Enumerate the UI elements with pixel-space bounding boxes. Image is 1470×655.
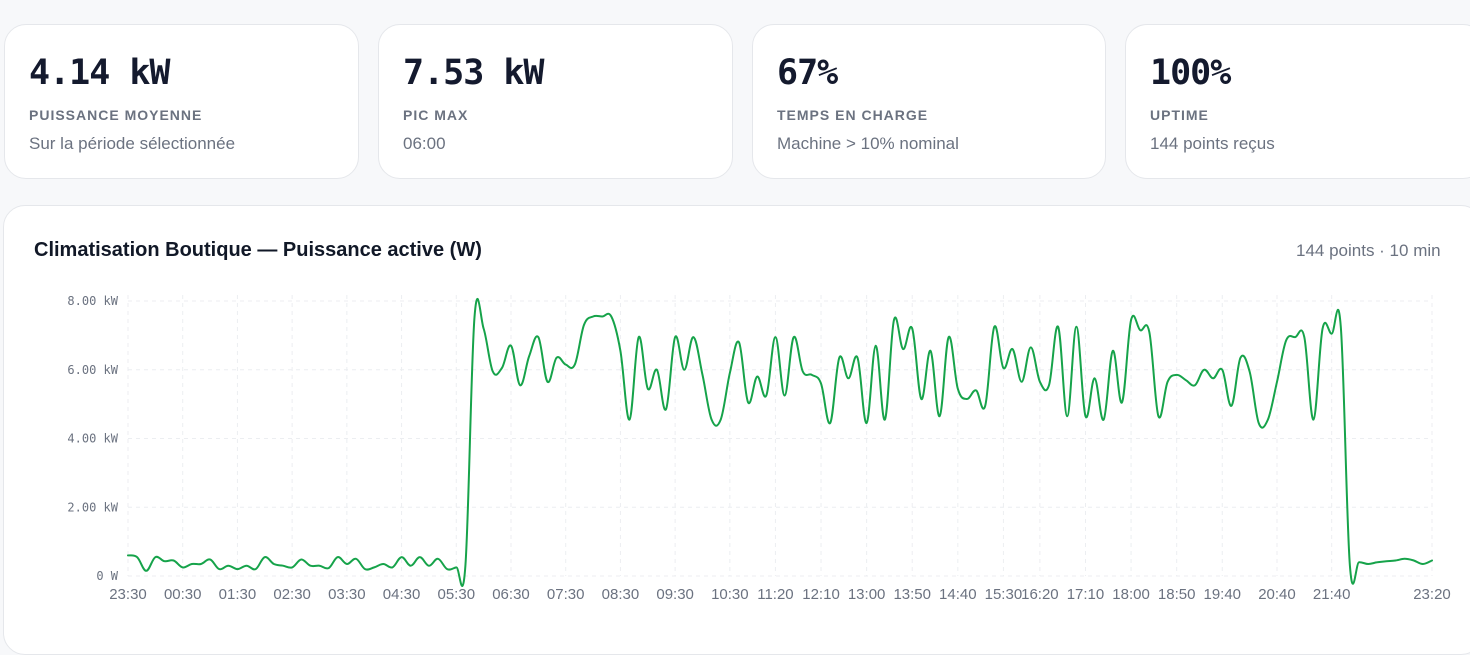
stat-subtext: 144 points reçus bbox=[1150, 134, 1275, 153]
x-tick-label: 16:20 bbox=[1021, 586, 1059, 603]
x-tick-label: 23:20 bbox=[1413, 586, 1451, 603]
stat-value: 4.14 kW bbox=[29, 53, 171, 93]
x-tick-label: 01:30 bbox=[219, 586, 257, 603]
x-tick-label: 06:30 bbox=[492, 586, 530, 603]
power-line-chart[interactable]: 0 W 2.00 kW 4.00 kW 6.00 kW 8.00 kW 23:30 00:3… bbox=[4, 206, 1470, 641]
x-tick-label: 09:30 bbox=[656, 586, 694, 603]
x-tick-label: 03:30 bbox=[328, 586, 366, 603]
stat-subtext: Sur la période sélectionnée bbox=[29, 134, 236, 153]
stat-value: 67% bbox=[777, 53, 838, 93]
x-tick-label: 08:30 bbox=[602, 586, 640, 603]
stat-card-load-time: 67% TEMPS EN CHARGE Machine > 10% nomina… bbox=[752, 24, 1106, 179]
stat-label: PUISSANCE MOYENNE bbox=[29, 107, 203, 123]
x-tick-label: 05:30 bbox=[438, 586, 476, 603]
x-tick-label: 07:30 bbox=[547, 586, 585, 603]
x-tick-label: 14:40 bbox=[939, 586, 977, 603]
x-tick-label: 18:00 bbox=[1112, 586, 1150, 603]
stat-label: PIC MAX bbox=[403, 107, 469, 123]
chart-panel: Climatisation Boutique — Puissance activ… bbox=[3, 205, 1470, 655]
x-tick-label: 23:30 bbox=[109, 586, 147, 603]
chart-meta: 144 points · 10 min bbox=[1296, 241, 1441, 260]
y-tick-label: 2.00 kW bbox=[67, 500, 118, 514]
y-tick-label: 0 W bbox=[96, 569, 118, 583]
x-tick-label: 21:40 bbox=[1313, 586, 1351, 603]
x-tick-label: 10:30 bbox=[711, 586, 749, 603]
stat-card-peak: 7.53 kW PIC MAX 06:00 bbox=[378, 24, 733, 179]
x-tick-label: 20:40 bbox=[1258, 586, 1296, 603]
stat-subtext: Machine > 10% nominal bbox=[777, 134, 959, 153]
x-tick-label: 18:50 bbox=[1158, 586, 1196, 603]
x-tick-label: 13:00 bbox=[848, 586, 886, 603]
x-tick-label: 17:10 bbox=[1067, 586, 1105, 603]
y-tick-label: 6.00 kW bbox=[67, 363, 118, 377]
x-tick-label: 12:10 bbox=[802, 586, 840, 603]
stat-label: TEMPS EN CHARGE bbox=[777, 107, 929, 123]
x-tick-label: 13:50 bbox=[893, 586, 931, 603]
y-tick-label: 4.00 kW bbox=[67, 432, 118, 446]
x-tick-label: 00:30 bbox=[164, 586, 202, 603]
stat-card-avg-power: 4.14 kW PUISSANCE MOYENNE Sur la période… bbox=[4, 24, 359, 179]
power-series-line bbox=[127, 297, 1433, 587]
stat-value: 7.53 kW bbox=[403, 53, 545, 93]
y-tick-label: 8.00 kW bbox=[67, 294, 118, 308]
x-tick-label: 04:30 bbox=[383, 586, 421, 603]
stat-card-uptime: 100% UPTIME 144 points reçus bbox=[1125, 24, 1470, 179]
x-tick-label: 02:30 bbox=[273, 586, 311, 603]
stat-subtext: 06:00 bbox=[403, 134, 446, 153]
x-tick-label: 11:20 bbox=[757, 586, 793, 603]
x-tick-label: 15:30 bbox=[985, 586, 1023, 603]
stat-label: UPTIME bbox=[1150, 107, 1209, 123]
chart-title: Climatisation Boutique — Puissance activ… bbox=[34, 239, 482, 261]
x-tick-label: 19:40 bbox=[1203, 586, 1241, 603]
stat-value: 100% bbox=[1150, 53, 1231, 93]
